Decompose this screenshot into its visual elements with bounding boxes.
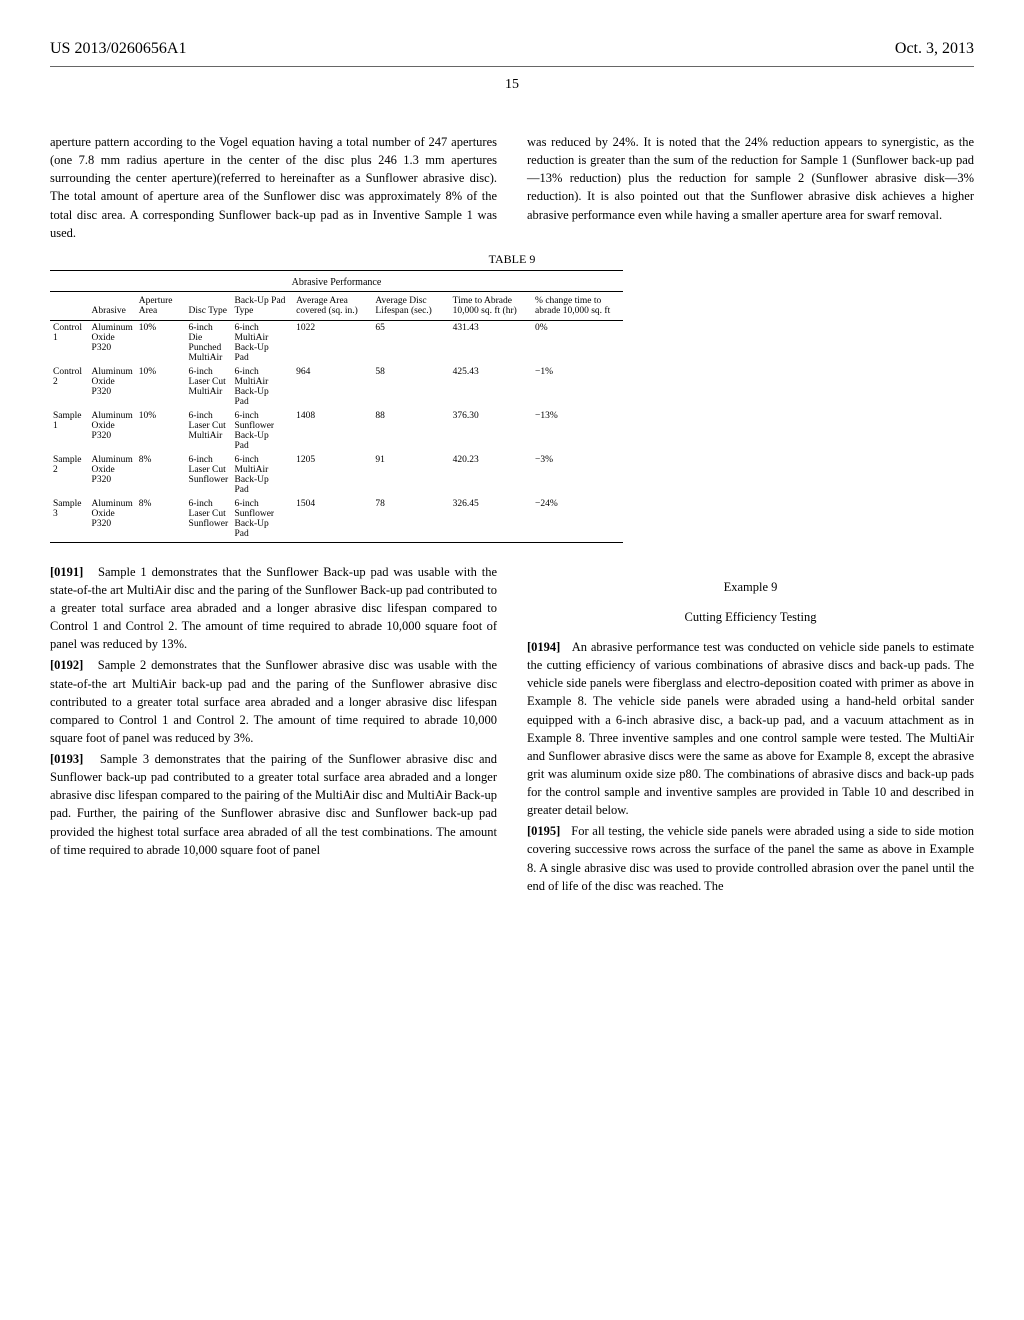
table-cell: 6-inchLaser CutMultiAir xyxy=(186,365,232,409)
table-cell: 10% xyxy=(136,320,186,365)
paragraph-0193: [0193] Sample 3 demonstrates that the pa… xyxy=(50,750,497,859)
table-subtitle: Abrasive Performance xyxy=(50,274,623,292)
table-row: Sample 1AluminumOxideP32010%6-inchLaser … xyxy=(50,409,623,453)
para-number: [0192] xyxy=(50,658,83,672)
publication-date: Oct. 3, 2013 xyxy=(895,40,974,58)
para-text: For all testing, the vehicle side panels… xyxy=(527,824,974,892)
table-cell: 425.43 xyxy=(450,365,532,409)
body-columns: [0191] Sample 1 demonstrates that the Su… xyxy=(50,563,974,898)
table-cell: 964 xyxy=(293,365,372,409)
table-row: Control 1AluminumOxideP32010%6-inch DieP… xyxy=(50,320,623,365)
table-cell: AluminumOxideP320 xyxy=(89,497,136,543)
right-column: Example 9 Cutting Efficiency Testing [01… xyxy=(527,563,974,898)
table-cell: 6-inch DiePunchedMultiAir xyxy=(186,320,232,365)
intro-right-column: was reduced by 24%. It is noted that the… xyxy=(527,133,974,242)
table-header: Time to Abrade 10,000 sq. ft (hr) xyxy=(450,291,532,320)
table-cell: 6-inchLaser CutMultiAir xyxy=(186,409,232,453)
paragraph-0194: [0194] An abrasive performance test was … xyxy=(527,638,974,819)
abrasive-performance-table: Abrasive Performance Abrasive Aperture A… xyxy=(50,270,623,543)
table-cell: 6-inchSunflowerBack-UpPad xyxy=(232,497,294,543)
table-cell: Sample 3 xyxy=(50,497,89,543)
table-row: Control 2AluminumOxideP32010%6-inchLaser… xyxy=(50,365,623,409)
table-header: Abrasive xyxy=(89,291,136,320)
table-9-container: TABLE 9 Abrasive Performance Abrasive Ap… xyxy=(50,252,974,543)
paragraph-0191: [0191] Sample 1 demonstrates that the Su… xyxy=(50,563,497,654)
paragraph-0195: [0195] For all testing, the vehicle side… xyxy=(527,822,974,895)
para-number: [0194] xyxy=(527,640,560,654)
intro-left-column: aperture pattern according to the Vogel … xyxy=(50,133,497,242)
left-column: [0191] Sample 1 demonstrates that the Su… xyxy=(50,563,497,898)
table-cell: Control 2 xyxy=(50,365,89,409)
table-cell: 376.30 xyxy=(450,409,532,453)
table-cell: AluminumOxideP320 xyxy=(89,453,136,497)
table-row: Sample 3AluminumOxideP3208%6-inchLaser C… xyxy=(50,497,623,543)
paragraph-0192: [0192] Sample 2 demonstrates that the Su… xyxy=(50,656,497,747)
table-cell: 10% xyxy=(136,409,186,453)
table-cell: 65 xyxy=(372,320,449,365)
table-cell: 1408 xyxy=(293,409,372,453)
table-cell: 88 xyxy=(372,409,449,453)
example-subtitle: Cutting Efficiency Testing xyxy=(527,608,974,626)
table-cell: 6-inchSunflowerBack-UpPad xyxy=(232,409,294,453)
page-header: US 2013/0260656A1 Oct. 3, 2013 xyxy=(50,40,974,67)
para-text: Sample 1 demonstrates that the Sunflower… xyxy=(50,565,497,652)
para-number: [0193] xyxy=(50,752,83,766)
table-header: Aperture Area xyxy=(136,291,186,320)
table-cell: AluminumOxideP320 xyxy=(89,365,136,409)
table-cell: 420.23 xyxy=(450,453,532,497)
table-header: Back-Up Pad Type xyxy=(232,291,294,320)
table-cell: −13% xyxy=(532,409,623,453)
table-label: TABLE 9 xyxy=(50,252,974,267)
table-cell: 91 xyxy=(372,453,449,497)
table-cell: 78 xyxy=(372,497,449,543)
table-cell: AluminumOxideP320 xyxy=(89,320,136,365)
table-cell: 6-inchLaser CutSunflower xyxy=(186,453,232,497)
table-header xyxy=(50,291,89,320)
table-cell: 10% xyxy=(136,365,186,409)
table-cell: AluminumOxideP320 xyxy=(89,409,136,453)
table-cell: 0% xyxy=(532,320,623,365)
intro-section: aperture pattern according to the Vogel … xyxy=(50,133,974,242)
table-cell: 6-inchMultiAirBack-UpPad xyxy=(232,365,294,409)
para-text: An abrasive performance test was conduct… xyxy=(527,640,974,817)
table-cell: 1504 xyxy=(293,497,372,543)
table-cell: 1205 xyxy=(293,453,372,497)
table-cell: −24% xyxy=(532,497,623,543)
table-cell: −1% xyxy=(532,365,623,409)
para-text: Sample 2 demonstrates that the Sunflower… xyxy=(50,658,497,745)
table-cell: 326.45 xyxy=(450,497,532,543)
table-cell: 1022 xyxy=(293,320,372,365)
table-header: Average Area covered (sq. in.) xyxy=(293,291,372,320)
table-cell: 6-inchMultiAirBack-UpPad xyxy=(232,320,294,365)
table-cell: −3% xyxy=(532,453,623,497)
table-cell: 431.43 xyxy=(450,320,532,365)
para-number: [0195] xyxy=(527,824,560,838)
table-header: Disc Type xyxy=(186,291,232,320)
table-cell: Control 1 xyxy=(50,320,89,365)
table-cell: Sample 2 xyxy=(50,453,89,497)
page-number: 15 xyxy=(50,77,974,93)
table-cell: 58 xyxy=(372,365,449,409)
table-cell: 6-inchLaser CutSunflower xyxy=(186,497,232,543)
para-number: [0191] xyxy=(50,565,83,579)
example-number: Example 9 xyxy=(527,578,974,596)
table-header: Average Disc Lifespan (sec.) xyxy=(372,291,449,320)
para-text: Sample 3 demonstrates that the pairing o… xyxy=(50,752,497,857)
table-cell: 8% xyxy=(136,497,186,543)
patent-number: US 2013/0260656A1 xyxy=(50,40,186,58)
table-row: Sample 2AluminumOxideP3208%6-inchLaser C… xyxy=(50,453,623,497)
table-cell: 6-inchMultiAirBack-UpPad xyxy=(232,453,294,497)
table-header: % change time to abrade 10,000 sq. ft xyxy=(532,291,623,320)
table-cell: 8% xyxy=(136,453,186,497)
table-cell: Sample 1 xyxy=(50,409,89,453)
